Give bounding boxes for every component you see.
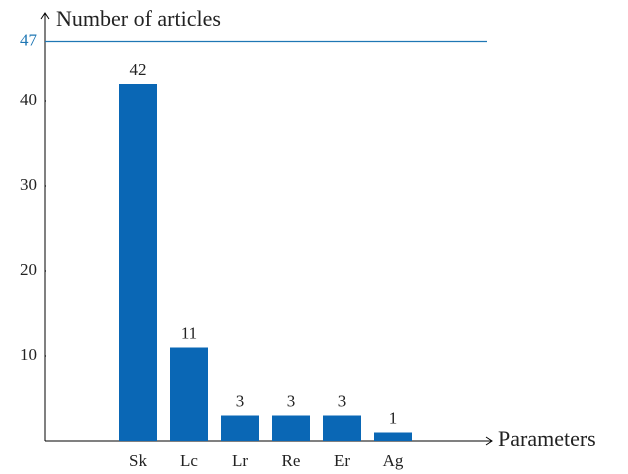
value-label: 3 [236, 391, 245, 410]
value-label: 1 [389, 408, 398, 427]
x-tick-label: Sk [129, 451, 147, 470]
y-axis-arrow [40, 12, 50, 20]
x-tick-label: Re [282, 451, 301, 470]
bar [170, 347, 208, 441]
y-tick-label: 20 [20, 260, 37, 279]
value-label: 3 [338, 391, 347, 410]
x-axis-arrow [485, 436, 493, 446]
x-tick-label: Ag [383, 451, 404, 470]
x-tick-label: Er [334, 451, 350, 470]
bar [119, 84, 157, 441]
bar [272, 415, 310, 441]
y-tick-label: 40 [20, 90, 37, 109]
bar [323, 415, 361, 441]
x-tick-label: Lr [232, 451, 248, 470]
y-tick-label: 30 [20, 175, 37, 194]
x-tick-label: Lc [180, 451, 198, 470]
bar [374, 432, 412, 441]
y-axis-label: Number of articles [56, 6, 221, 31]
bar [221, 415, 259, 441]
value-label: 11 [181, 323, 197, 342]
y-tick-label: 10 [20, 345, 37, 364]
value-label: 3 [287, 391, 296, 410]
value-label: 42 [130, 60, 147, 79]
x-axis-label: Parameters [498, 426, 596, 451]
reference-label: 47 [20, 30, 38, 49]
